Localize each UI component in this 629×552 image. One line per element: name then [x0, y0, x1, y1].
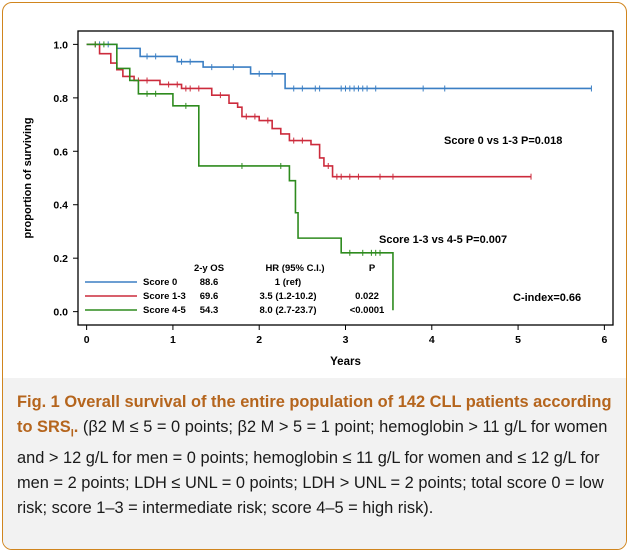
annotation-score0-vs-13: Score 0 vs 1-3 P=0.018 [444, 135, 562, 147]
legend-os-score13: 69.6 [200, 291, 219, 302]
x-tick-label: 6 [601, 334, 607, 346]
y-tick-label: 0.8 [53, 93, 68, 105]
chart-annotations: Score 0 vs 1-3 P=0.018 Score 1-3 vs 4-5 … [379, 135, 581, 304]
legend-label-score13: Score 1-3 [143, 291, 186, 302]
y-tick-label: 0.2 [53, 253, 68, 265]
x-tick-label: 4 [429, 334, 435, 346]
legend-os-score45: 54.3 [200, 305, 219, 316]
x-tick-label: 5 [515, 334, 521, 346]
y-tick-label: 0.0 [53, 307, 68, 319]
legend-header-p: P [369, 263, 376, 274]
figure-title-subscript: I [70, 427, 74, 440]
legend-table: 2-y OS HR (95% C.I.) P Score 0 88.6 1 (r… [85, 263, 385, 316]
figure-caption: Fig. 1 Overall survival of the entire po… [17, 390, 615, 521]
survival-curves [86, 41, 592, 311]
annotation-score13-vs-45: Score 1-3 vs 4-5 P=0.007 [379, 234, 507, 246]
y-tick-label: 0.6 [53, 146, 68, 158]
legend-header-os: 2-y OS [194, 263, 224, 274]
legend-hr-score13: 3.5 (1.2-10.2) [259, 291, 316, 302]
y-ticks: 0.0 0.2 0.4 0.6 0.8 1.0 [53, 39, 78, 319]
x-tick-label: 3 [343, 334, 349, 346]
legend-os-score0: 88.6 [200, 277, 219, 288]
legend-p-score45: <0.0001 [350, 305, 385, 316]
x-axis-label: Years [330, 356, 361, 368]
x-ticks: 0 1 2 3 4 5 6 [84, 325, 607, 346]
x-tick-label: 1 [170, 334, 176, 346]
x-tick-label: 2 [256, 334, 262, 346]
y-tick-label: 1.0 [53, 39, 68, 51]
legend-label-score0: Score 0 [143, 277, 177, 288]
annotation-c-index: C-index=0.66 [513, 292, 581, 304]
curve-score45 [86, 43, 394, 311]
figure-title-end: . [73, 418, 79, 436]
legend-header-hr: HR (95% C.I.) [265, 263, 324, 274]
curve-score0 [86, 43, 592, 90]
curve-score13 [86, 43, 532, 178]
legend-hr-score45: 8.0 (2.7-23.7) [259, 305, 316, 316]
figure-title: Overall survival of the entire populatio… [17, 393, 612, 436]
legend-p-score13: 0.022 [355, 291, 379, 302]
y-tick-label: 0.4 [53, 200, 68, 212]
caption-body: (β2 M ≤ 5 = 0 points; β2 M > 5 = 1 point… [17, 418, 608, 518]
chart-area: 0.0 0.2 0.4 0.6 0.8 1.0 0 1 2 3 4 5 6 proportion of… [3, 3, 626, 378]
y-axis-label: proportion of surviving [22, 118, 34, 239]
legend-hr-score0: 1 (ref) [275, 277, 301, 288]
legend-label-score45: Score 4-5 [143, 305, 186, 316]
survival-chart: 0.0 0.2 0.4 0.6 0.8 1.0 0 1 2 3 4 5 6 proportion of… [22, 30, 614, 368]
x-tick-label: 0 [84, 334, 90, 346]
figure-label: Fig. 1 [17, 393, 60, 411]
caption-box: Fig. 1 Overall survival of the entire po… [3, 378, 626, 549]
